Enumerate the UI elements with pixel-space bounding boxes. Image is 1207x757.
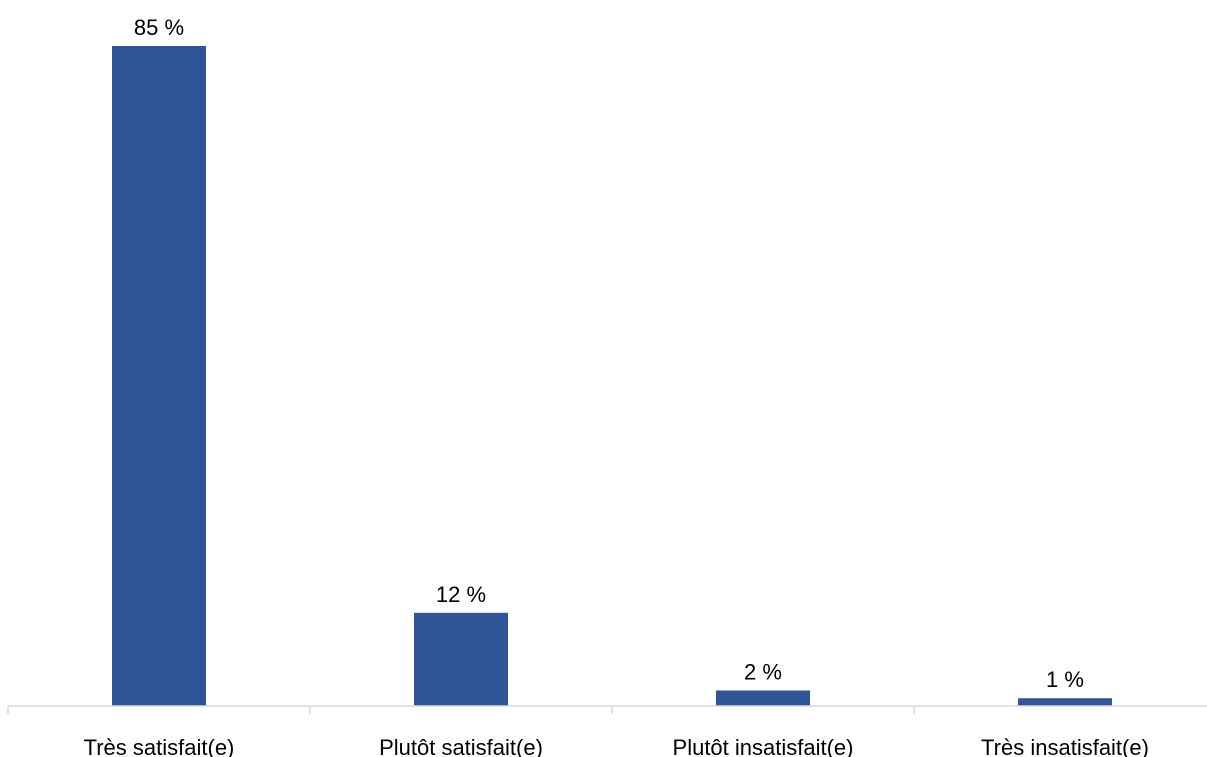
- x-axis-category-label: Plutôt satisfait(e): [379, 735, 543, 757]
- x-axis-category-label: Très satisfait(e): [84, 735, 235, 757]
- bar: [112, 46, 206, 706]
- bar: [1018, 698, 1112, 706]
- data-label: 1 %: [1046, 667, 1084, 692]
- data-label: 2 %: [744, 659, 782, 684]
- bar: [716, 690, 810, 706]
- data-label: 85 %: [134, 15, 184, 40]
- x-axis-ticks-group: [7, 706, 915, 714]
- x-axis-category-label: Très insatisfait(e): [981, 735, 1149, 757]
- x-axis-labels-group: Très satisfait(e) Plutôt satisfait(e) Plut…: [84, 735, 1149, 757]
- data-labels-group: 85 % 12 % 2 % 1 %: [134, 15, 1084, 692]
- x-axis-category-label: Plutôt insatisfait(e): [673, 735, 854, 757]
- bar: [414, 612, 508, 706]
- bars-group: [112, 46, 1112, 706]
- data-label: 12 %: [436, 582, 486, 607]
